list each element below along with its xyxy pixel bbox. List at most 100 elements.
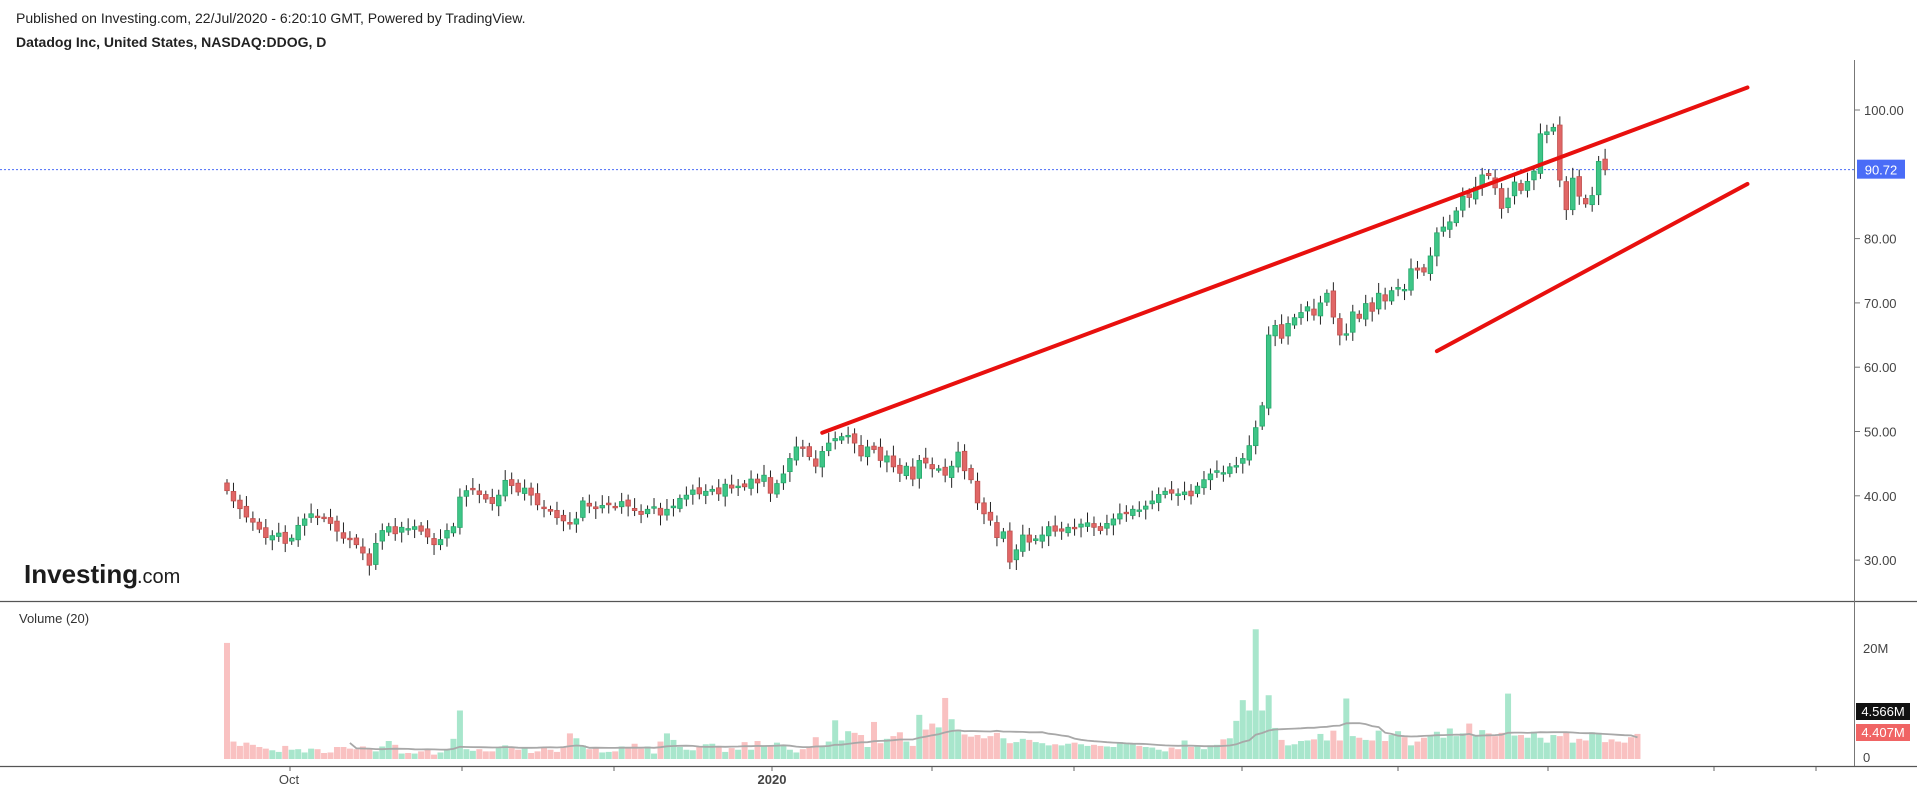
candle-body bbox=[793, 446, 800, 461]
candle bbox=[1020, 524, 1026, 557]
candle bbox=[858, 435, 864, 462]
volume-bar bbox=[1375, 730, 1382, 759]
last-price-tag: 90.72 bbox=[1857, 159, 1905, 179]
volume-bar bbox=[592, 747, 599, 759]
candle-body bbox=[1382, 294, 1388, 302]
volume-bar bbox=[1608, 739, 1615, 759]
volume-bar bbox=[1550, 735, 1557, 759]
candle bbox=[864, 439, 871, 466]
candle-body bbox=[1052, 525, 1058, 532]
volume-bar bbox=[1000, 738, 1007, 759]
candle bbox=[1395, 278, 1401, 297]
candle-body bbox=[515, 482, 521, 493]
volume-bar bbox=[528, 753, 535, 759]
volume-bar bbox=[1155, 749, 1162, 759]
candle bbox=[800, 439, 806, 457]
candle-body bbox=[379, 530, 385, 542]
candle bbox=[1505, 187, 1511, 214]
volume-bar bbox=[1576, 738, 1583, 759]
candle bbox=[1136, 501, 1142, 518]
candle bbox=[1408, 258, 1414, 296]
candle bbox=[321, 513, 327, 523]
candle-body bbox=[1570, 177, 1576, 211]
candle-body bbox=[580, 500, 586, 518]
volume-bar bbox=[1466, 723, 1473, 759]
candle bbox=[948, 460, 955, 488]
candle-body bbox=[890, 455, 897, 468]
volume-bar bbox=[1220, 739, 1227, 759]
volume-bar bbox=[987, 736, 994, 759]
volume-bar bbox=[243, 742, 250, 759]
candle-body bbox=[858, 444, 864, 457]
candle-body bbox=[1207, 473, 1214, 481]
volume-bar bbox=[1019, 738, 1026, 759]
candle-body bbox=[243, 505, 250, 518]
volume-bar bbox=[275, 751, 282, 759]
candle bbox=[903, 462, 910, 480]
candle bbox=[638, 504, 644, 524]
volume-bar bbox=[308, 748, 315, 759]
volume-bar bbox=[1252, 629, 1259, 759]
candle bbox=[1162, 487, 1168, 499]
volume-bar bbox=[618, 746, 625, 759]
candle-body bbox=[1291, 317, 1298, 326]
candle bbox=[347, 531, 353, 549]
candle-body bbox=[1233, 465, 1240, 468]
volume-bar bbox=[1369, 740, 1376, 759]
candle-body bbox=[1065, 526, 1071, 534]
volume-bar bbox=[431, 754, 438, 759]
candle-body bbox=[1337, 318, 1343, 336]
candle-body bbox=[1039, 534, 1045, 542]
candle-body bbox=[599, 505, 605, 509]
candle-body bbox=[754, 478, 761, 484]
volume-bar bbox=[1181, 740, 1188, 759]
candle bbox=[929, 457, 935, 478]
candle bbox=[489, 488, 495, 511]
candle bbox=[625, 494, 631, 517]
candle-body bbox=[1045, 526, 1052, 537]
volume-tick-20m: 20M bbox=[1863, 641, 1888, 656]
volume-bar bbox=[955, 729, 962, 759]
candle bbox=[1078, 518, 1084, 538]
candle bbox=[1104, 514, 1110, 536]
candle bbox=[1382, 287, 1388, 310]
candle bbox=[1253, 420, 1259, 455]
candle bbox=[224, 479, 230, 495]
volume-bar bbox=[1006, 743, 1013, 759]
volume-bar bbox=[625, 748, 632, 759]
trendline bbox=[820, 85, 1750, 435]
candle-body bbox=[606, 502, 612, 506]
candle-body bbox=[690, 489, 696, 495]
candle bbox=[722, 478, 728, 507]
candle bbox=[237, 494, 243, 519]
candle bbox=[1531, 165, 1537, 191]
volume-bar bbox=[1511, 735, 1518, 759]
candle bbox=[1233, 456, 1240, 474]
candle bbox=[1298, 303, 1304, 325]
candle bbox=[618, 492, 625, 514]
candle-body bbox=[897, 464, 903, 474]
volume-bar bbox=[301, 752, 308, 759]
candle-body bbox=[1130, 508, 1136, 516]
volume-bar bbox=[372, 751, 379, 759]
volume-bar bbox=[1162, 751, 1169, 759]
candle bbox=[780, 465, 787, 490]
candle bbox=[1026, 527, 1032, 551]
volume-bar bbox=[405, 753, 412, 759]
candle bbox=[644, 505, 651, 518]
candle-body bbox=[851, 433, 858, 444]
candle-body bbox=[1589, 195, 1595, 206]
volume-ma-tag: 4.407M bbox=[1856, 724, 1910, 741]
volume-title: Volume (20) bbox=[19, 611, 89, 626]
candle bbox=[1013, 544, 1020, 571]
candle bbox=[877, 438, 884, 468]
volume-bar bbox=[541, 747, 548, 759]
candle bbox=[851, 428, 858, 454]
volume-bar bbox=[780, 744, 787, 759]
volume-bar bbox=[269, 750, 276, 759]
candle bbox=[373, 533, 379, 570]
candle-body bbox=[1084, 522, 1091, 527]
published-line: Published on Investing.com, 22/Jul/2020 … bbox=[16, 10, 526, 26]
candle-body bbox=[1356, 313, 1362, 319]
